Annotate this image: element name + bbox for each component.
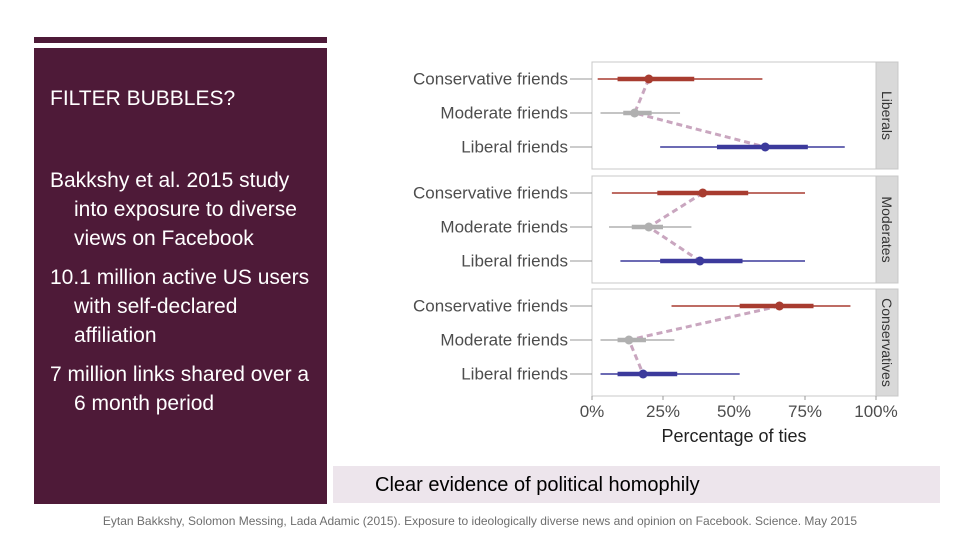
bullet-list: Bakkshy et al. 2015 study into exposure … (50, 166, 320, 428)
category-label-conservative-friends: Conservative friends (413, 297, 568, 316)
data-point (644, 222, 654, 232)
facet-strip-liberals (875, 61, 899, 170)
facet-strip-moderates (875, 175, 899, 284)
x-tick-label: 25% (646, 402, 680, 421)
category-label-liberal-friends: Liberal friends (461, 138, 568, 157)
category-label-conservative-friends: Conservative friends (413, 184, 568, 203)
bullet-study: Bakkshy et al. 2015 study into exposure … (50, 169, 297, 250)
connector-line (632, 78, 766, 149)
x-tick-label: 75% (788, 402, 822, 421)
bullet-links: 7 million links shared over a 6 month pe… (50, 363, 310, 415)
category-label-moderate-friends: Moderate friends (440, 218, 568, 237)
category-label-liberal-friends: Liberal friends (461, 365, 568, 384)
caption-box (333, 466, 940, 503)
slide-title: FILTER BUBBLES? (50, 87, 236, 110)
x-tick-label: 100% (854, 402, 897, 421)
side-panel: FILTER BUBBLES? Bakkshy et al. 2015 stud… (34, 48, 327, 504)
x-tick-label: 0% (580, 402, 605, 421)
facet-strip-conservatives (875, 288, 899, 397)
data-point (698, 188, 708, 198)
category-label-liberal-friends: Liberal friends (461, 252, 568, 271)
caption: Clear evidence of political homophily (375, 474, 700, 496)
category-label-moderate-friends: Moderate friends (440, 331, 568, 350)
data-point (644, 74, 654, 84)
category-label-conservative-friends: Conservative friends (413, 70, 568, 89)
category-label-moderate-friends: Moderate friends (440, 104, 568, 123)
data-point (624, 335, 634, 345)
facet-label-liberals: Liberals (879, 91, 895, 140)
x-tick-label: 50% (717, 402, 751, 421)
data-point (695, 256, 705, 266)
data-point (760, 142, 770, 152)
x-axis-label: Percentage of ties (661, 426, 806, 446)
data-point (638, 369, 648, 379)
homophily-chart: Liberals Conservative friends Moderate fri… (413, 61, 899, 446)
facet-label-conservatives: Conservatives (879, 298, 895, 387)
data-point (774, 301, 784, 311)
facet-label-moderates: Moderates (879, 196, 895, 262)
facet-panel-conservatives (591, 288, 877, 397)
citation: Eytan Bakkshy, Solomon Messing, Lada Ada… (102, 514, 858, 528)
data-point (630, 108, 640, 118)
bullet-users: 10.1 million active US users with self-d… (50, 266, 310, 347)
title-accent-bar (34, 37, 327, 43)
